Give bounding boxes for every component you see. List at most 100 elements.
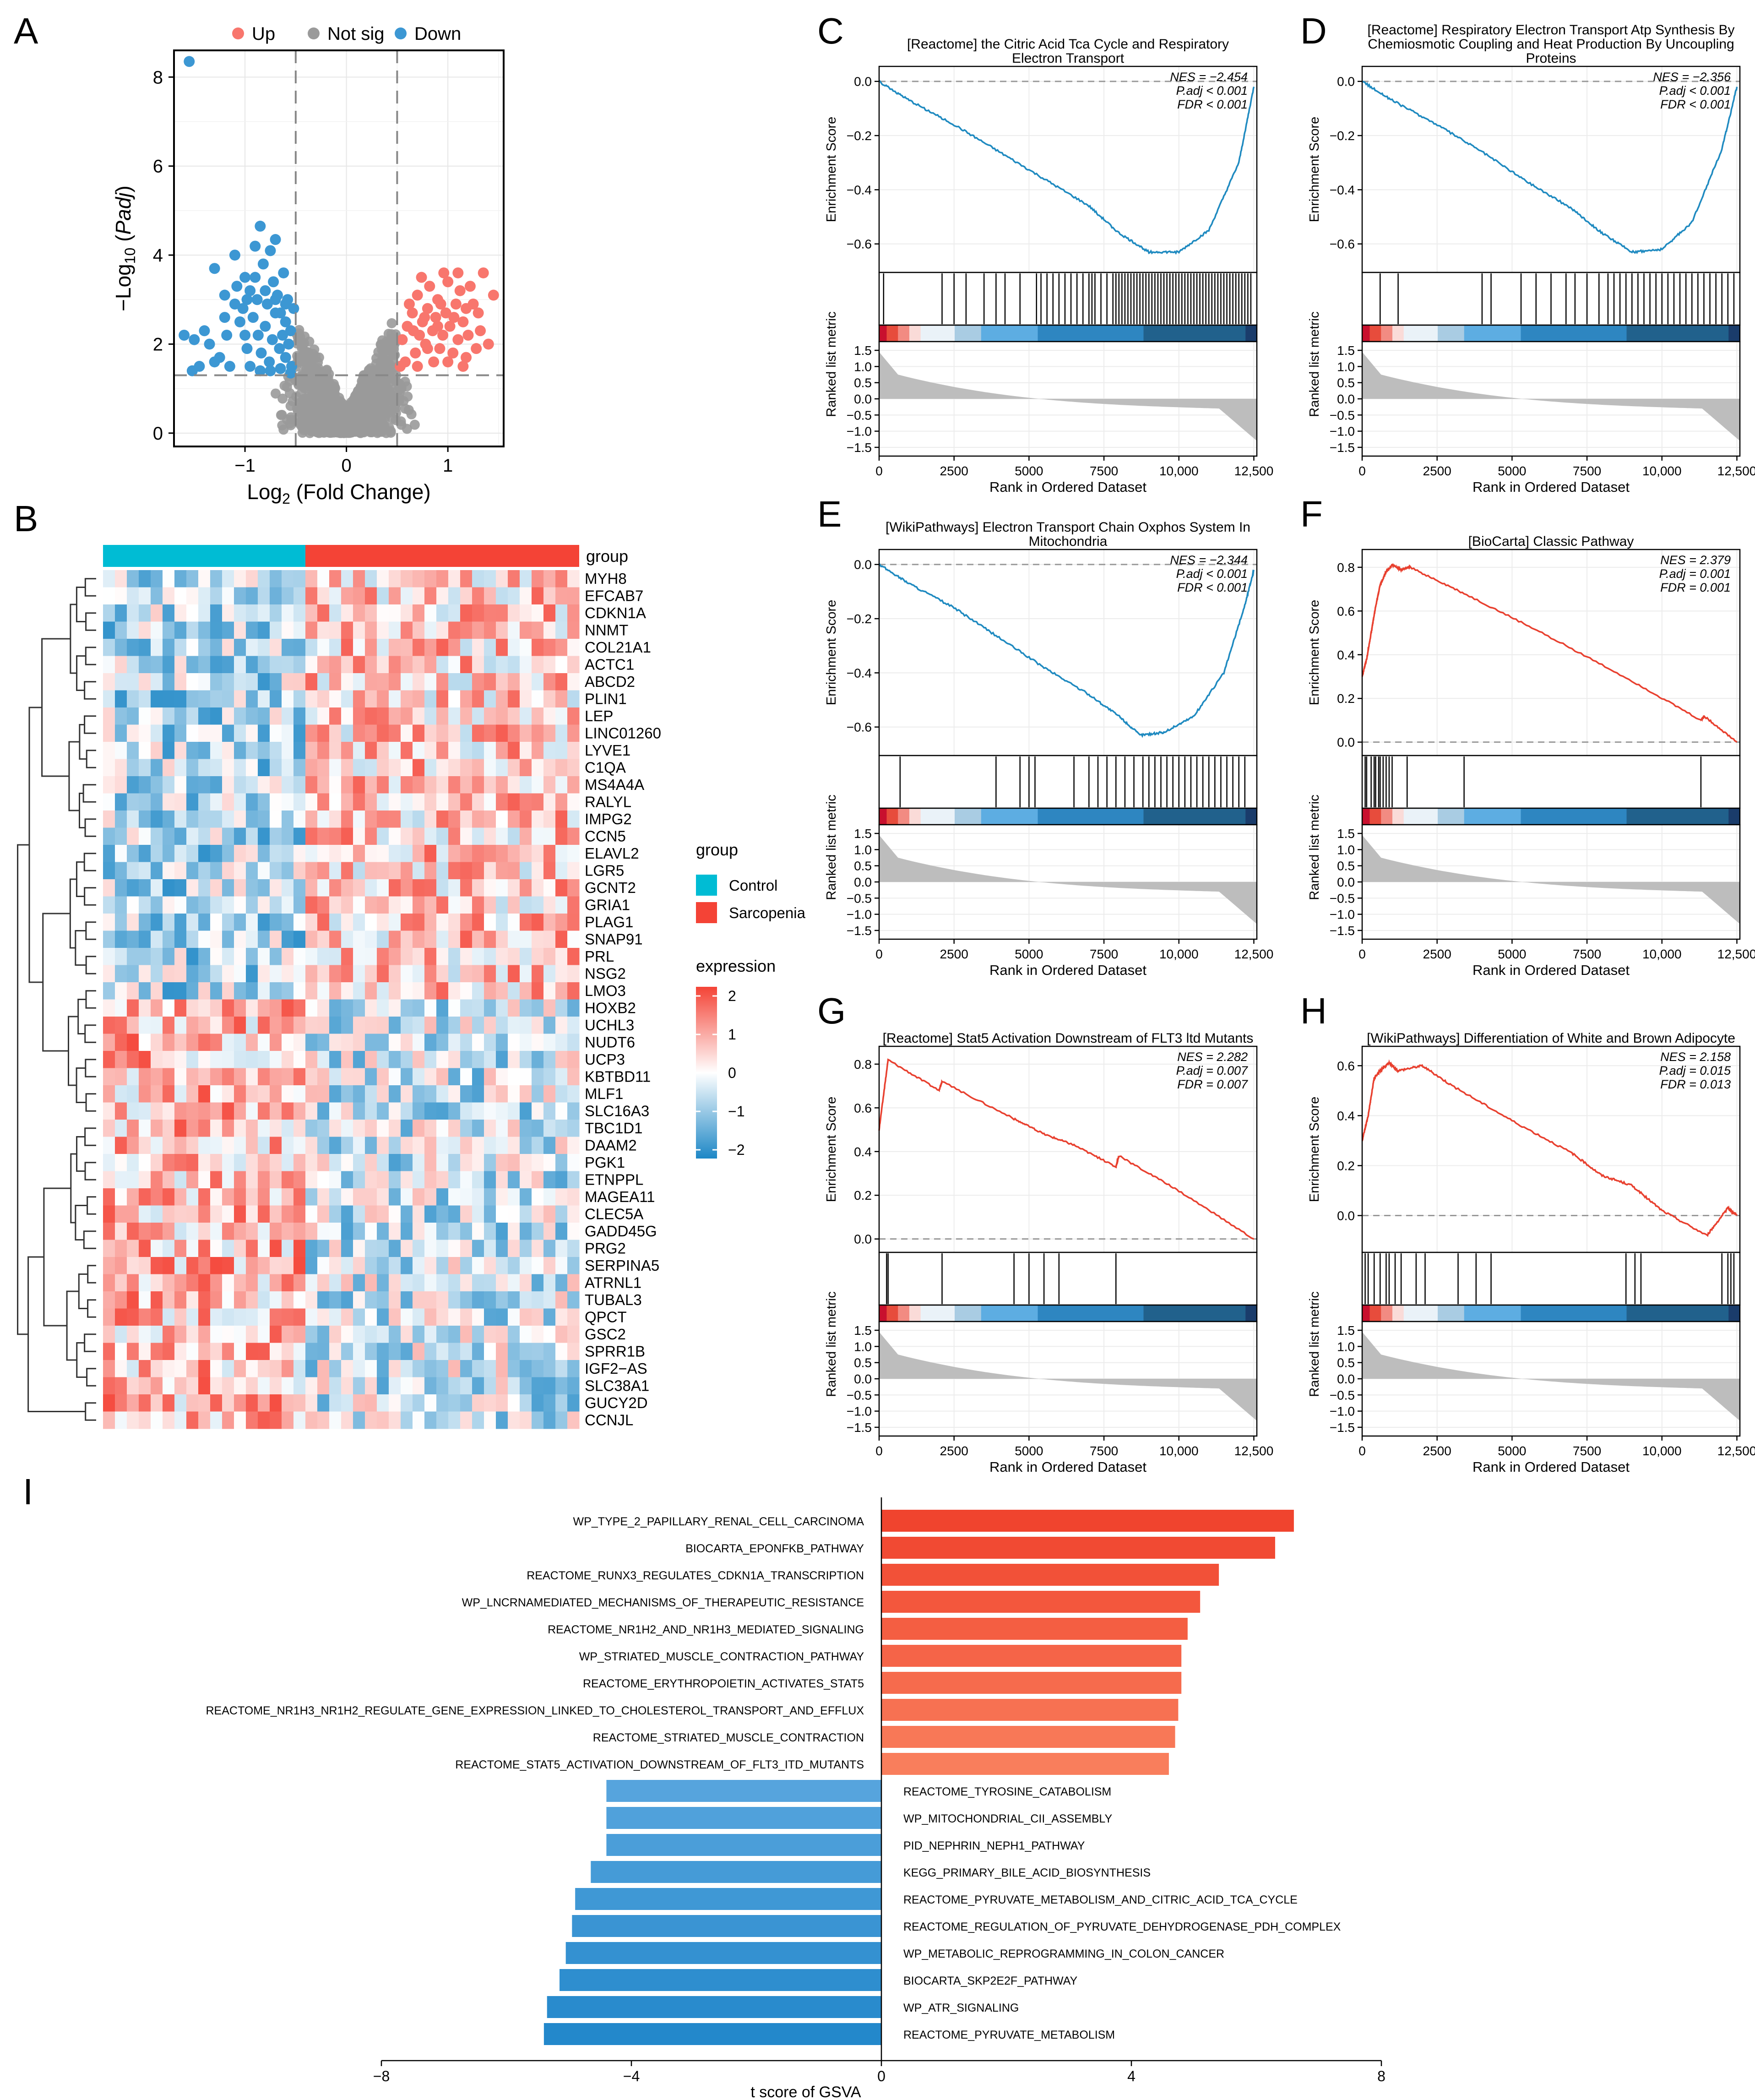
heatmap-cell — [401, 1291, 413, 1309]
heatmap-cell — [472, 1068, 484, 1086]
down-point — [260, 321, 271, 332]
heatmap-cell — [234, 587, 246, 605]
heatmap-cell — [115, 1360, 127, 1377]
heatmap-cell — [186, 1154, 199, 1171]
heatmap-cell — [234, 1411, 246, 1429]
rank-colorbar-segment — [1392, 325, 1404, 342]
heatmap-cell — [472, 1257, 484, 1274]
heatmap-cell — [543, 1068, 556, 1086]
heatmap-cell — [365, 673, 377, 691]
colorbar-tick-label: 0 — [728, 1065, 736, 1081]
heatmap-cell — [436, 845, 449, 862]
heatmap-cell — [353, 811, 365, 828]
heatmap-cell — [532, 639, 544, 656]
heatmap-cell — [520, 707, 532, 725]
heatmap-cell — [282, 1034, 294, 1051]
heatmap-cell — [234, 862, 246, 880]
heatmap-cell — [282, 930, 294, 948]
heatmap-cell — [234, 1205, 246, 1223]
heatmap-cell — [567, 811, 580, 828]
heatmap-cell — [115, 862, 127, 880]
heatmap-cell — [234, 1343, 246, 1360]
rank-tick-label: −0.5 — [847, 1388, 872, 1402]
heatmap-cell — [127, 604, 139, 622]
heatmap-cell — [186, 742, 199, 759]
rank-tick-label: −1.0 — [847, 1404, 872, 1419]
notsig-point — [307, 375, 318, 386]
gene-label: PLAG1 — [585, 914, 633, 930]
heatmap-cell — [222, 793, 234, 811]
heatmap-cell — [389, 1051, 401, 1068]
heatmap-cell — [127, 948, 139, 965]
gsea-panel-g: [Reactome] Stat5 Activation Downstream o… — [824, 1031, 1273, 1475]
heatmap-cell — [115, 1034, 127, 1051]
heatmap-cell — [460, 1137, 473, 1154]
heatmap-cell — [424, 1137, 437, 1154]
heatmap-cell — [460, 1085, 473, 1103]
heatmap-cell — [198, 1223, 211, 1240]
heatmap-cell — [163, 1343, 175, 1360]
heatmap-cell — [210, 621, 223, 639]
heatmap-cell — [413, 1068, 425, 1086]
heatmap-cell — [127, 862, 139, 880]
heatmap-cell — [508, 965, 520, 983]
heatmap-cell — [198, 1257, 211, 1274]
heatmap-cell — [567, 1017, 580, 1034]
heatmap-cell — [246, 639, 258, 656]
heatmap-cell — [353, 982, 365, 1000]
heatmap-cell — [115, 1223, 127, 1240]
heatmap-cell — [222, 759, 234, 777]
heatmap-cell — [210, 1034, 223, 1051]
padj-stat: P.adj < 0.001 — [1176, 84, 1248, 98]
es-axis-label: Enrichment Score — [824, 117, 839, 223]
heatmap-cell — [413, 621, 425, 639]
heatmap-cell — [293, 742, 306, 759]
panel-label-d: D — [1300, 11, 1327, 51]
heatmap-cell — [377, 1377, 389, 1395]
heatmap-cell — [270, 1085, 282, 1103]
heatmap-cell — [282, 1205, 294, 1223]
heatmap-cell — [329, 827, 342, 845]
heatmap-cell — [293, 845, 306, 862]
up-point — [435, 298, 446, 310]
heatmap-cell — [436, 1154, 449, 1171]
dendrogram-branch — [76, 861, 85, 897]
heatmap-cell — [234, 845, 246, 862]
notsig-point — [333, 405, 343, 415]
heatmap-cell — [341, 1360, 353, 1377]
fdr-stat: FDR = 0.007 — [1177, 1077, 1248, 1091]
heatmap-cell — [448, 862, 461, 880]
heatmap-cell — [234, 1051, 246, 1068]
heatmap-cell — [210, 879, 223, 897]
heatmap-cell — [270, 707, 282, 725]
heatmap-cell — [163, 793, 175, 811]
heatmap-cell — [448, 965, 461, 983]
heatmap-cell — [353, 1291, 365, 1309]
heatmap-cell — [329, 1051, 342, 1068]
heatmap-cell — [210, 793, 223, 811]
up-point — [438, 267, 450, 278]
heatmap-cell — [436, 587, 449, 605]
heatmap-cell — [103, 690, 115, 708]
heatmap-cell — [543, 965, 556, 983]
heatmap-cell — [532, 999, 544, 1017]
heatmap-cell — [496, 1205, 508, 1223]
heatmap-cell — [174, 1326, 187, 1343]
heatmap-cell — [508, 604, 520, 622]
heatmap-cell — [186, 1051, 199, 1068]
heatmap-cell — [436, 1291, 449, 1309]
heatmap-cell — [436, 570, 449, 588]
heatmap-cell — [246, 965, 258, 983]
heatmap-cell — [448, 982, 461, 1000]
heatmap-cell — [365, 724, 377, 742]
heatmap-cell — [151, 1223, 163, 1240]
heatmap-cell — [365, 1411, 377, 1429]
heatmap-cell — [377, 1360, 389, 1377]
heatmap-cell — [353, 1223, 365, 1240]
heatmap-cell — [567, 999, 580, 1017]
heatmap-cell — [543, 690, 556, 708]
padj-stat: P.adj = 0.001 — [1659, 567, 1731, 581]
heatmap-cell — [377, 1017, 389, 1034]
notsig-point — [373, 385, 383, 395]
gene-label: IGF2−AS — [585, 1360, 647, 1377]
